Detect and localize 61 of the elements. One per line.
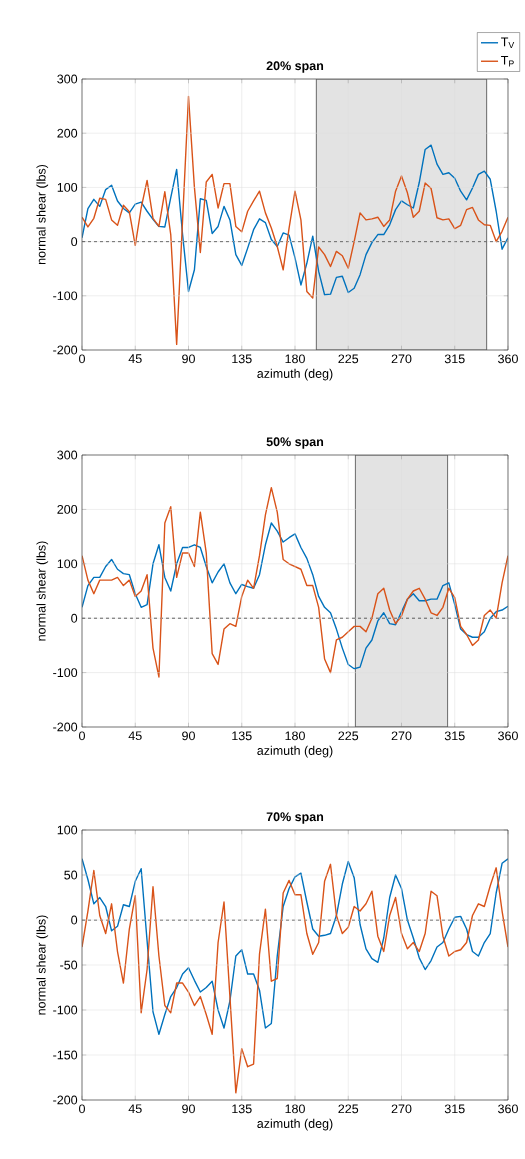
y-tick-label: -200 — [53, 1095, 78, 1105]
line-series — [82, 858, 508, 1036]
chart-title: 20% span — [266, 61, 324, 73]
x-tick-label: 0 — [79, 731, 85, 741]
chart-title: 70% span — [266, 812, 324, 824]
y-tick-label: -100 — [53, 668, 78, 678]
x-tick-label: 225 — [338, 731, 359, 741]
x-axis-title: azimuth (deg) — [257, 1118, 333, 1131]
x-tick-label: 45 — [128, 731, 142, 741]
y-tick-label: 300 — [57, 450, 78, 460]
x-tick-label: 360 — [498, 731, 518, 741]
y-tick-label: -50 — [60, 960, 78, 970]
x-tick-label: 315 — [444, 731, 465, 741]
y-tick-label: 0 — [71, 613, 78, 623]
x-tick-label: 270 — [391, 1104, 412, 1114]
y-tick-label: 300 — [57, 74, 78, 84]
line-series — [82, 522, 508, 670]
x-tick-label: 180 — [285, 731, 305, 741]
y-tick-label: -200 — [53, 345, 78, 355]
x-tick-label: 90 — [182, 731, 195, 741]
y-tick-label: 0 — [71, 237, 78, 247]
y-tick-label: 0 — [71, 915, 78, 925]
x-tick-label: 135 — [232, 354, 252, 364]
y-tick-label: 200 — [57, 504, 78, 514]
legend-label: T$_{P}$ — [501, 56, 514, 67]
x-tick-label: 135 — [232, 731, 252, 741]
x-tick-label: 0 — [79, 1104, 85, 1114]
y-tick-label: 100 — [57, 825, 78, 835]
legend-label: T$_{V}$ — [501, 37, 515, 49]
y-tick-label: -100 — [53, 1005, 78, 1015]
x-tick-label: 225 — [338, 1104, 359, 1114]
y-tick-label: 200 — [57, 128, 78, 138]
y-tick-label: -200 — [53, 722, 78, 732]
y-tick-label: -100 — [53, 291, 78, 301]
y-tick-label: -150 — [53, 1050, 78, 1060]
x-tick-label: 180 — [285, 354, 305, 364]
x-tick-label: 0 — [79, 354, 85, 364]
x-axis-title: azimuth (deg) — [257, 368, 333, 381]
y-axis-title: normal shear (lbs) — [36, 541, 49, 641]
y-tick-label: 100 — [57, 182, 78, 192]
x-tick-label: 180 — [285, 1104, 305, 1114]
x-tick-label: 270 — [391, 731, 412, 741]
x-axis-title: azimuth (deg) — [257, 745, 333, 758]
chart-title: 50% span — [266, 437, 324, 449]
y-tick-label: 100 — [57, 559, 78, 569]
x-tick-label: 315 — [444, 1104, 465, 1114]
x-tick-label: 270 — [391, 354, 412, 364]
x-tick-label: 45 — [128, 354, 142, 364]
x-tick-label: 90 — [182, 1104, 195, 1114]
line-series — [82, 144, 508, 296]
x-tick-label: 360 — [498, 354, 518, 364]
y-axis-title: normal shear (lbs) — [36, 164, 49, 265]
x-tick-label: 45 — [128, 1104, 142, 1114]
y-axis-title: normal shear (lbs) — [36, 915, 49, 1015]
y-tick-label: 50 — [64, 870, 78, 880]
x-tick-label: 315 — [444, 354, 465, 364]
line-series — [82, 863, 508, 1094]
x-tick-label: 90 — [182, 354, 195, 364]
x-tick-label: 225 — [338, 354, 359, 364]
x-tick-label: 135 — [232, 1104, 252, 1114]
x-tick-label: 360 — [498, 1104, 518, 1114]
